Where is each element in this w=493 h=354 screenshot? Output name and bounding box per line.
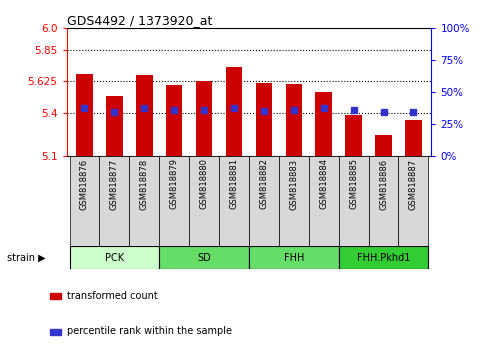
- Bar: [189, 156, 219, 246]
- Bar: [106, 96, 123, 156]
- Text: GSM818878: GSM818878: [140, 159, 149, 210]
- Text: FHH: FHH: [283, 252, 304, 263]
- Text: SD: SD: [197, 252, 211, 263]
- Bar: [339, 156, 369, 246]
- Bar: [196, 81, 212, 156]
- Text: GDS4492 / 1373920_at: GDS4492 / 1373920_at: [67, 14, 212, 27]
- Bar: [226, 67, 242, 156]
- Bar: [219, 156, 249, 246]
- Bar: [249, 156, 279, 246]
- Bar: [369, 156, 398, 246]
- Text: GSM818876: GSM818876: [80, 159, 89, 210]
- Bar: [256, 83, 272, 156]
- Text: GSM818883: GSM818883: [289, 159, 298, 210]
- Bar: [50, 329, 61, 335]
- Bar: [398, 156, 428, 246]
- Bar: [166, 85, 182, 156]
- Bar: [346, 115, 362, 156]
- Text: GSM818887: GSM818887: [409, 159, 418, 210]
- Text: GSM818877: GSM818877: [110, 159, 119, 210]
- Bar: [316, 92, 332, 156]
- Bar: [159, 156, 189, 246]
- Bar: [309, 156, 339, 246]
- Bar: [159, 246, 249, 269]
- Text: percentile rank within the sample: percentile rank within the sample: [67, 326, 232, 336]
- Text: GSM818885: GSM818885: [349, 159, 358, 210]
- Bar: [405, 120, 422, 156]
- Bar: [76, 74, 93, 156]
- Bar: [70, 246, 159, 269]
- Text: transformed count: transformed count: [67, 291, 158, 301]
- Bar: [375, 135, 392, 156]
- Bar: [129, 156, 159, 246]
- Bar: [285, 84, 302, 156]
- Text: GSM818881: GSM818881: [230, 159, 239, 210]
- Text: GSM818882: GSM818882: [259, 159, 268, 210]
- Bar: [70, 156, 100, 246]
- Text: FHH.Pkhd1: FHH.Pkhd1: [357, 252, 410, 263]
- Bar: [279, 156, 309, 246]
- Bar: [100, 156, 129, 246]
- Bar: [136, 75, 152, 156]
- Text: GSM818879: GSM818879: [170, 159, 178, 210]
- Bar: [50, 293, 61, 299]
- Text: GSM818884: GSM818884: [319, 159, 328, 210]
- Text: PCK: PCK: [105, 252, 124, 263]
- Text: GSM818880: GSM818880: [200, 159, 209, 210]
- Bar: [339, 246, 428, 269]
- Text: strain ▶: strain ▶: [7, 252, 46, 263]
- Text: GSM818886: GSM818886: [379, 159, 388, 210]
- Bar: [249, 246, 339, 269]
